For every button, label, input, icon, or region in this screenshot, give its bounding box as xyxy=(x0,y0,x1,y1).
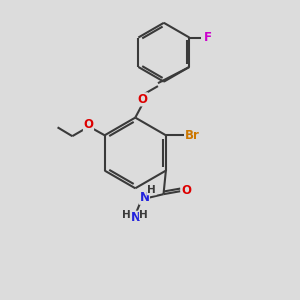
Text: O: O xyxy=(181,184,191,196)
Text: H: H xyxy=(147,185,156,195)
Text: O: O xyxy=(138,93,148,106)
Text: Br: Br xyxy=(185,129,200,142)
Text: F: F xyxy=(204,31,212,44)
Text: N: N xyxy=(140,191,149,204)
Text: O: O xyxy=(83,118,94,131)
Text: H: H xyxy=(122,210,130,220)
Text: H: H xyxy=(140,210,148,220)
Text: N: N xyxy=(130,211,140,224)
